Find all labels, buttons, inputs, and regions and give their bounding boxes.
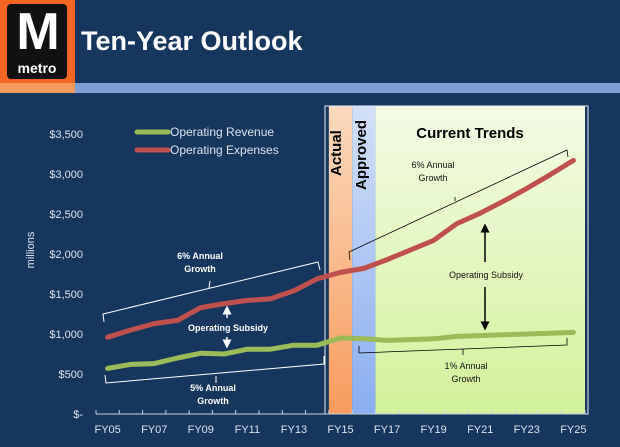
y-axis-label: millions	[25, 231, 37, 268]
y-tick-label: $500	[59, 369, 83, 381]
logo-word: metro	[17, 60, 57, 76]
x-tick-label: FY19	[420, 424, 446, 436]
x-tick-label: FY07	[141, 424, 167, 436]
x-tick-label: FY23	[514, 424, 540, 436]
left-expense-growth-line1: 6% Annual	[177, 251, 223, 261]
legend-label-expenses: Operating Expenses	[170, 143, 279, 157]
right-expense-growth-line2: Growth	[418, 173, 447, 183]
y-tick-label: $1,000	[49, 329, 83, 341]
page-title: Ten-Year Outlook	[81, 26, 303, 56]
right-subsidy-label: Operating Subsidy	[449, 270, 524, 280]
left-expense-bracket	[102, 261, 321, 323]
logo-letter: M	[16, 4, 59, 61]
y-tick-label: $2,500	[49, 209, 83, 221]
y-tick-label: $3,000	[49, 169, 83, 181]
y-tick-label: $-	[73, 409, 83, 421]
right-revenue-growth-line2: Growth	[451, 374, 480, 384]
x-tick-label: FY21	[467, 424, 493, 436]
region-label-actual: Actual	[328, 130, 345, 176]
y-tick-label: $3,500	[49, 129, 83, 141]
region-label-current-trends: Current Trends	[416, 125, 524, 142]
right-expense-growth-line1: 6% Annual	[411, 160, 454, 170]
left-revenue-bracket	[104, 356, 325, 384]
y-tick-label: $2,000	[49, 249, 83, 261]
left-revenue-growth-line2: Growth	[197, 396, 229, 406]
x-tick-label: FY15	[327, 424, 353, 436]
left-revenue-growth-line1: 5% Annual	[190, 383, 236, 393]
left-expense-growth-line2: Growth	[184, 264, 216, 274]
right-expense-bracket	[348, 149, 569, 261]
x-tick-label: FY11	[235, 424, 260, 436]
x-tick-label: FY17	[374, 424, 400, 436]
region-band-current-trends	[375, 106, 585, 414]
x-tick-label: FY25	[560, 424, 586, 436]
header-stripe-orange	[0, 83, 75, 93]
x-tick-label: FY13	[281, 424, 307, 436]
x-tick-label: FY05	[94, 424, 120, 436]
left-subsidy-label: Operating Subsidy	[188, 323, 268, 333]
right-revenue-bracket	[358, 338, 568, 355]
metro-logo: M metro	[7, 4, 67, 79]
header-stripe-blue	[75, 83, 620, 93]
legend-label-revenue: Operating Revenue	[170, 125, 274, 139]
region-label-approved: Approved	[353, 120, 370, 190]
right-revenue-growth-line1: 1% Annual	[444, 361, 487, 371]
logo-background: M metro	[0, 0, 75, 83]
x-tick-label: FY09	[188, 424, 214, 436]
y-tick-label: $1,500	[49, 289, 83, 301]
